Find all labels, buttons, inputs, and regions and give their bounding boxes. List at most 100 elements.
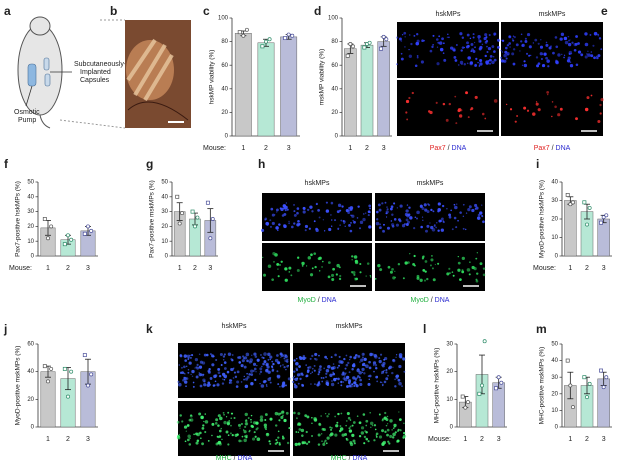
- cell: [332, 363, 335, 365]
- cell: [295, 431, 298, 433]
- cell: [278, 419, 281, 422]
- cell: [391, 268, 394, 271]
- cell: [352, 219, 354, 222]
- cell: [236, 433, 239, 436]
- cell: [295, 417, 298, 420]
- cell: [184, 359, 188, 362]
- cell: [424, 229, 428, 233]
- cell: [298, 428, 302, 431]
- cell: [385, 371, 388, 374]
- cell: [334, 433, 338, 437]
- cell: [263, 423, 267, 427]
- cell: [476, 252, 478, 254]
- cell: [205, 353, 209, 357]
- cell: [385, 377, 389, 381]
- cell: [221, 438, 223, 440]
- cell: [493, 99, 498, 103]
- cell: [209, 377, 213, 380]
- cell: [586, 53, 588, 55]
- cell: [420, 225, 423, 229]
- data-point: [89, 372, 94, 377]
- cell: [222, 378, 224, 380]
- cell: [263, 360, 267, 364]
- cell: [349, 419, 352, 421]
- cell: [431, 255, 433, 257]
- cell: [339, 425, 342, 427]
- cell: [476, 272, 479, 275]
- cell: [435, 101, 438, 104]
- cell: [381, 372, 383, 375]
- cell: [483, 37, 487, 41]
- cell: [200, 415, 204, 420]
- cell: [317, 433, 321, 437]
- cell: [484, 117, 487, 120]
- cell: [436, 46, 439, 48]
- cell: [183, 376, 187, 381]
- cell: [269, 417, 273, 421]
- cell: [198, 412, 202, 416]
- cell: [460, 49, 463, 52]
- cell: [363, 372, 366, 375]
- cell: [396, 440, 399, 443]
- cell: [479, 211, 483, 215]
- cell: [201, 361, 206, 365]
- cell: [296, 211, 299, 215]
- cell: [353, 220, 356, 224]
- cell: [199, 431, 202, 435]
- cell: [481, 112, 485, 116]
- cell: [330, 214, 332, 216]
- cell: [300, 372, 304, 375]
- cell: [365, 419, 369, 423]
- cell: [383, 380, 387, 384]
- cell: [223, 414, 225, 416]
- cell: [342, 371, 345, 374]
- cell: [317, 373, 320, 376]
- cell: [457, 219, 459, 222]
- cell: [199, 437, 202, 440]
- panel-letter: m: [536, 322, 547, 336]
- cell: [343, 222, 345, 225]
- column-label: hskMPs: [436, 11, 461, 18]
- cell: [286, 360, 289, 363]
- cell: [577, 50, 582, 54]
- cell: [242, 355, 245, 358]
- cell: [323, 230, 326, 232]
- y-axis-label: MyoD-positive mskMPs (%): [15, 346, 22, 426]
- cell: [391, 436, 395, 439]
- data-point: [379, 46, 383, 51]
- cell: [372, 361, 377, 365]
- bar: [360, 44, 374, 137]
- y-axis-label: MHC-positive hskMPs (%): [434, 348, 441, 424]
- cell: [349, 425, 352, 428]
- cell: [477, 61, 479, 64]
- cell: [213, 355, 215, 357]
- cell: [466, 268, 471, 272]
- x-tick-label: 3: [86, 265, 90, 272]
- cell: [351, 214, 355, 218]
- cell: [394, 385, 397, 388]
- cell: [379, 223, 382, 226]
- cell: [280, 260, 283, 263]
- cell: [377, 203, 381, 207]
- cell: [307, 256, 312, 260]
- cell: [275, 226, 279, 230]
- cell: [243, 438, 247, 443]
- cell: [441, 37, 444, 41]
- cell: [451, 271, 454, 273]
- cell: [508, 42, 512, 45]
- cell: [267, 352, 271, 357]
- cell: [575, 35, 578, 38]
- cell: [474, 41, 476, 44]
- cell: [475, 278, 478, 281]
- cell: [338, 277, 342, 281]
- cell: [264, 418, 267, 421]
- cell: [352, 270, 356, 275]
- cell: [287, 364, 289, 367]
- cell: [559, 107, 563, 111]
- y-tick-label: 0: [31, 425, 35, 431]
- cell: [411, 91, 414, 95]
- cell: [185, 430, 187, 432]
- panel-letter: c: [203, 4, 210, 18]
- cell: [349, 224, 351, 226]
- cell: [387, 423, 389, 425]
